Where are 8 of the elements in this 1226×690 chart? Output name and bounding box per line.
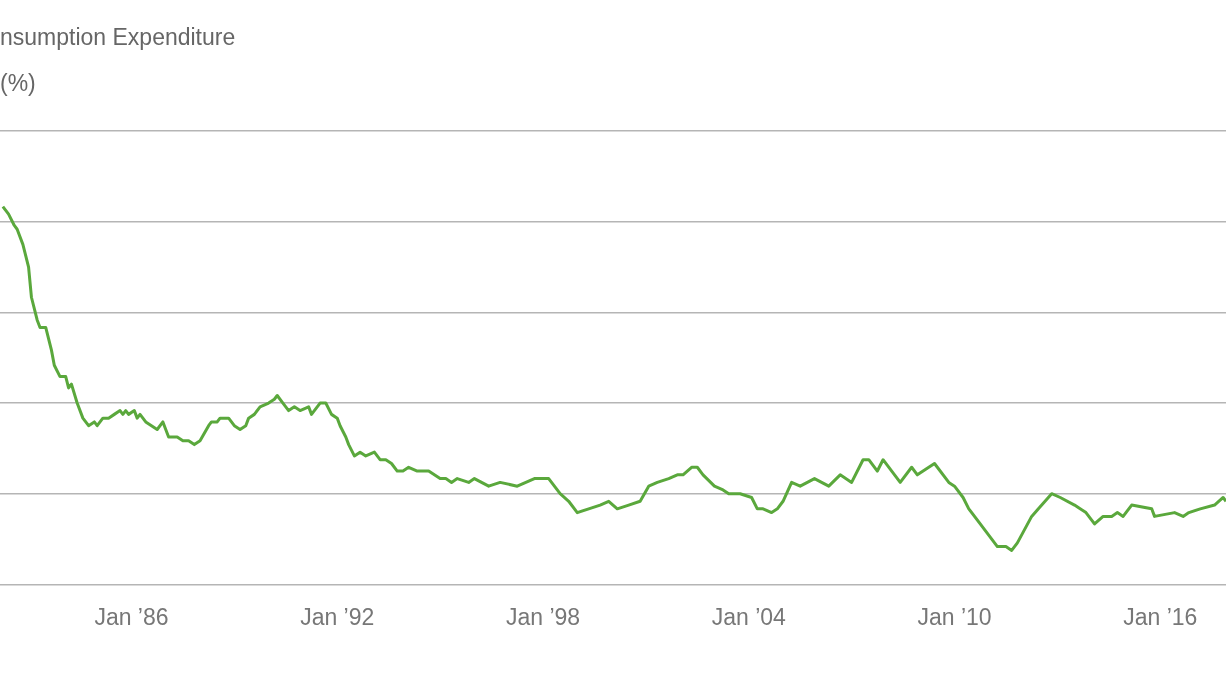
chart-title: nsumption Expenditure: [0, 24, 236, 51]
x-tick-label: Jan ’92: [300, 603, 375, 630]
chart-subtitle: (%): [0, 70, 36, 97]
x-tick-label: Jan ’10: [917, 603, 992, 630]
x-tick-label: Jan ’16: [1123, 603, 1198, 630]
x-tick-label: Jan ’04: [711, 603, 787, 630]
x-tick-label: Jan ’86: [94, 603, 169, 630]
x-tick-label: Jan ’98: [505, 603, 581, 630]
